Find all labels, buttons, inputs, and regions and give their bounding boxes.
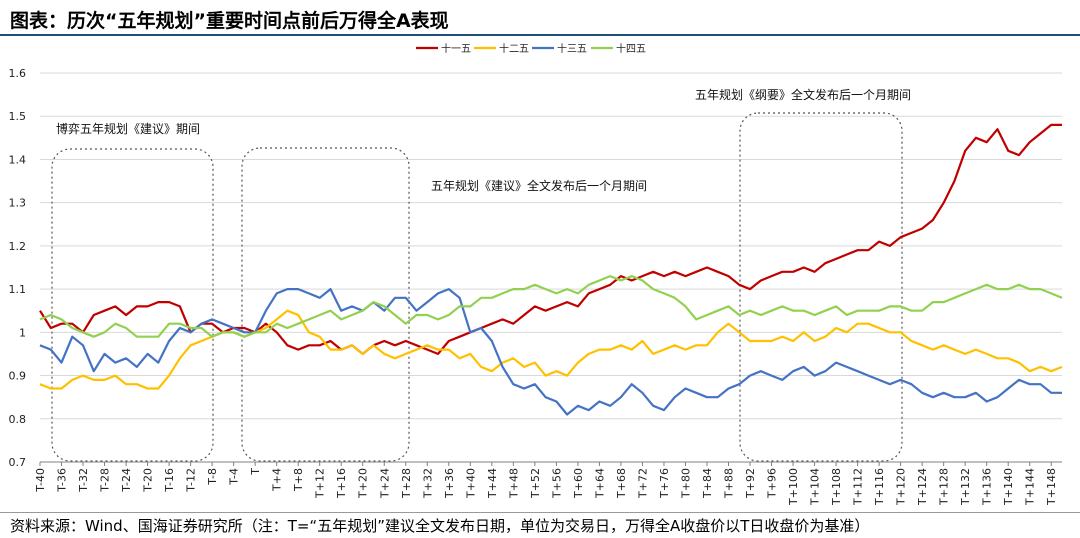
y-tick-label: 1.4 (9, 153, 27, 166)
x-tick-label: T+56 (550, 468, 563, 499)
x-tick-label: T+88 (723, 468, 736, 499)
x-tick-label: T+148 (1045, 468, 1058, 506)
x-tick-label: T+76 (658, 468, 671, 499)
y-tick-label: 1.5 (9, 110, 27, 123)
annotation-2: 五年规划《建议》全文发布后一个月期间 (431, 178, 647, 193)
title-rule (0, 34, 1080, 36)
y-tick-label: 1.1 (9, 283, 27, 296)
x-tick-label: T+72 (636, 468, 649, 499)
x-tick-label: T+32 (421, 468, 434, 499)
x-tick-label: T-20 (142, 468, 155, 493)
legend-label-1: 十一五 (441, 42, 471, 55)
x-tick-label: T-28 (99, 468, 112, 493)
x-tick-label: T-32 (77, 468, 90, 493)
y-tick-label: 1.3 (9, 197, 27, 210)
x-tick-label: T+100 (787, 468, 800, 506)
x-tick-label: T+60 (572, 468, 585, 499)
highlight-boxes (51, 112, 903, 462)
legend-label-2: 十二五 (499, 42, 529, 55)
x-tick-label: T-24 (120, 468, 133, 493)
y-tick-label: 0.7 (9, 456, 27, 469)
y-tick-label: 1.2 (9, 240, 27, 253)
x-tick-label: T+36 (443, 468, 456, 499)
x-tick-label: T+136 (981, 468, 994, 506)
x-tick-label: T+20 (357, 468, 370, 499)
x-axis: T-40 T-36 T-32 T-28 T-24 T-20 T-16 T-12 T-8 T-4 T T… (34, 462, 1058, 506)
y-tick-label: 1.6 (9, 67, 27, 80)
x-tick-label: T+16 (335, 468, 348, 499)
y-tick-label: 0.8 (9, 413, 27, 426)
x-tick-label: T+24 (378, 468, 391, 499)
x-tick-label: T-8 (206, 468, 219, 486)
y-tick-label: 1 (19, 326, 26, 339)
chart-title: 图表：历次“五年规划”重要时间点前后万得全A表现 (10, 10, 449, 32)
x-tick-label: T-4 (228, 468, 241, 486)
y-gridlines (40, 72, 1062, 420)
series-line-2 (39, 309, 1063, 390)
x-tick-label: T (249, 468, 262, 476)
x-tick-label: T+80 (679, 468, 692, 499)
x-tick-label: T-36 (56, 468, 69, 493)
x-tick-label: T+52 (529, 468, 542, 499)
x-tick-label: T+104 (809, 468, 822, 506)
x-tick-label: T+132 (959, 468, 972, 506)
x-tick-label: T+28 (400, 468, 413, 499)
x-tick-label: T+124 (916, 468, 929, 506)
x-tick-label: T+12 (314, 468, 327, 499)
x-tick-label: T+144 (1024, 468, 1037, 506)
x-tick-label: T+140 (1002, 468, 1015, 506)
source-note: 资料来源：Wind、国海证券研究所（注：T=“五年规划”建议全文发布日期，单位为… (10, 517, 870, 535)
x-tick-label: T-40 (34, 468, 47, 493)
y-axis: 0.7 0.8 0.9 1 1.1 1.2 1.3 1.4 1.5 1.6 (9, 67, 1062, 469)
y-tick-label: 0.9 (9, 370, 27, 383)
series-line-3 (39, 288, 1062, 416)
highlight-box-1 (51, 148, 214, 462)
series-line-4 (39, 275, 1063, 338)
x-tick-label: T+96 (766, 468, 779, 499)
x-tick-label: T+40 (464, 468, 477, 499)
annotation-1: 博弈五年规划《建议》期间 (56, 121, 200, 136)
series-lines (39, 123, 1063, 416)
x-tick-label: T+112 (852, 468, 865, 506)
x-tick-label: T+116 (873, 468, 886, 506)
x-tick-label: T+8 (292, 468, 305, 492)
x-tick-label: T+128 (938, 468, 951, 506)
x-tick-label: T+120 (895, 468, 908, 506)
legend-label-4: 十四五 (616, 42, 646, 55)
x-tick-label: T+64 (593, 468, 606, 499)
line-chart: 0.7 0.8 0.9 1 1.1 1.2 1.3 1.4 1.5 1.6 T-40 T-36 T-3… (9, 42, 1063, 506)
x-tick-label: T+4 (271, 468, 284, 492)
legend-label-3: 十三五 (557, 42, 587, 55)
x-tick-label: T-12 (185, 468, 198, 493)
highlight-box-2 (241, 147, 410, 462)
highlight-box-3 (739, 112, 903, 462)
x-tick-label: T+84 (701, 468, 714, 499)
legend: 十一五 十二五 十三五 十四五 (416, 42, 646, 55)
x-tick-label: T+92 (744, 468, 757, 499)
x-tick-label: T+68 (615, 468, 628, 499)
x-tick-label: T+44 (486, 468, 499, 499)
x-tick-label: T+48 (507, 468, 520, 499)
x-tick-label: T+108 (830, 468, 843, 506)
x-tick-label: T-16 (163, 468, 176, 493)
annotation-3: 五年规划《纲要》全文发布后一个月期间 (695, 87, 911, 102)
footer-rule (0, 512, 1080, 513)
series-line-1 (39, 123, 1062, 355)
